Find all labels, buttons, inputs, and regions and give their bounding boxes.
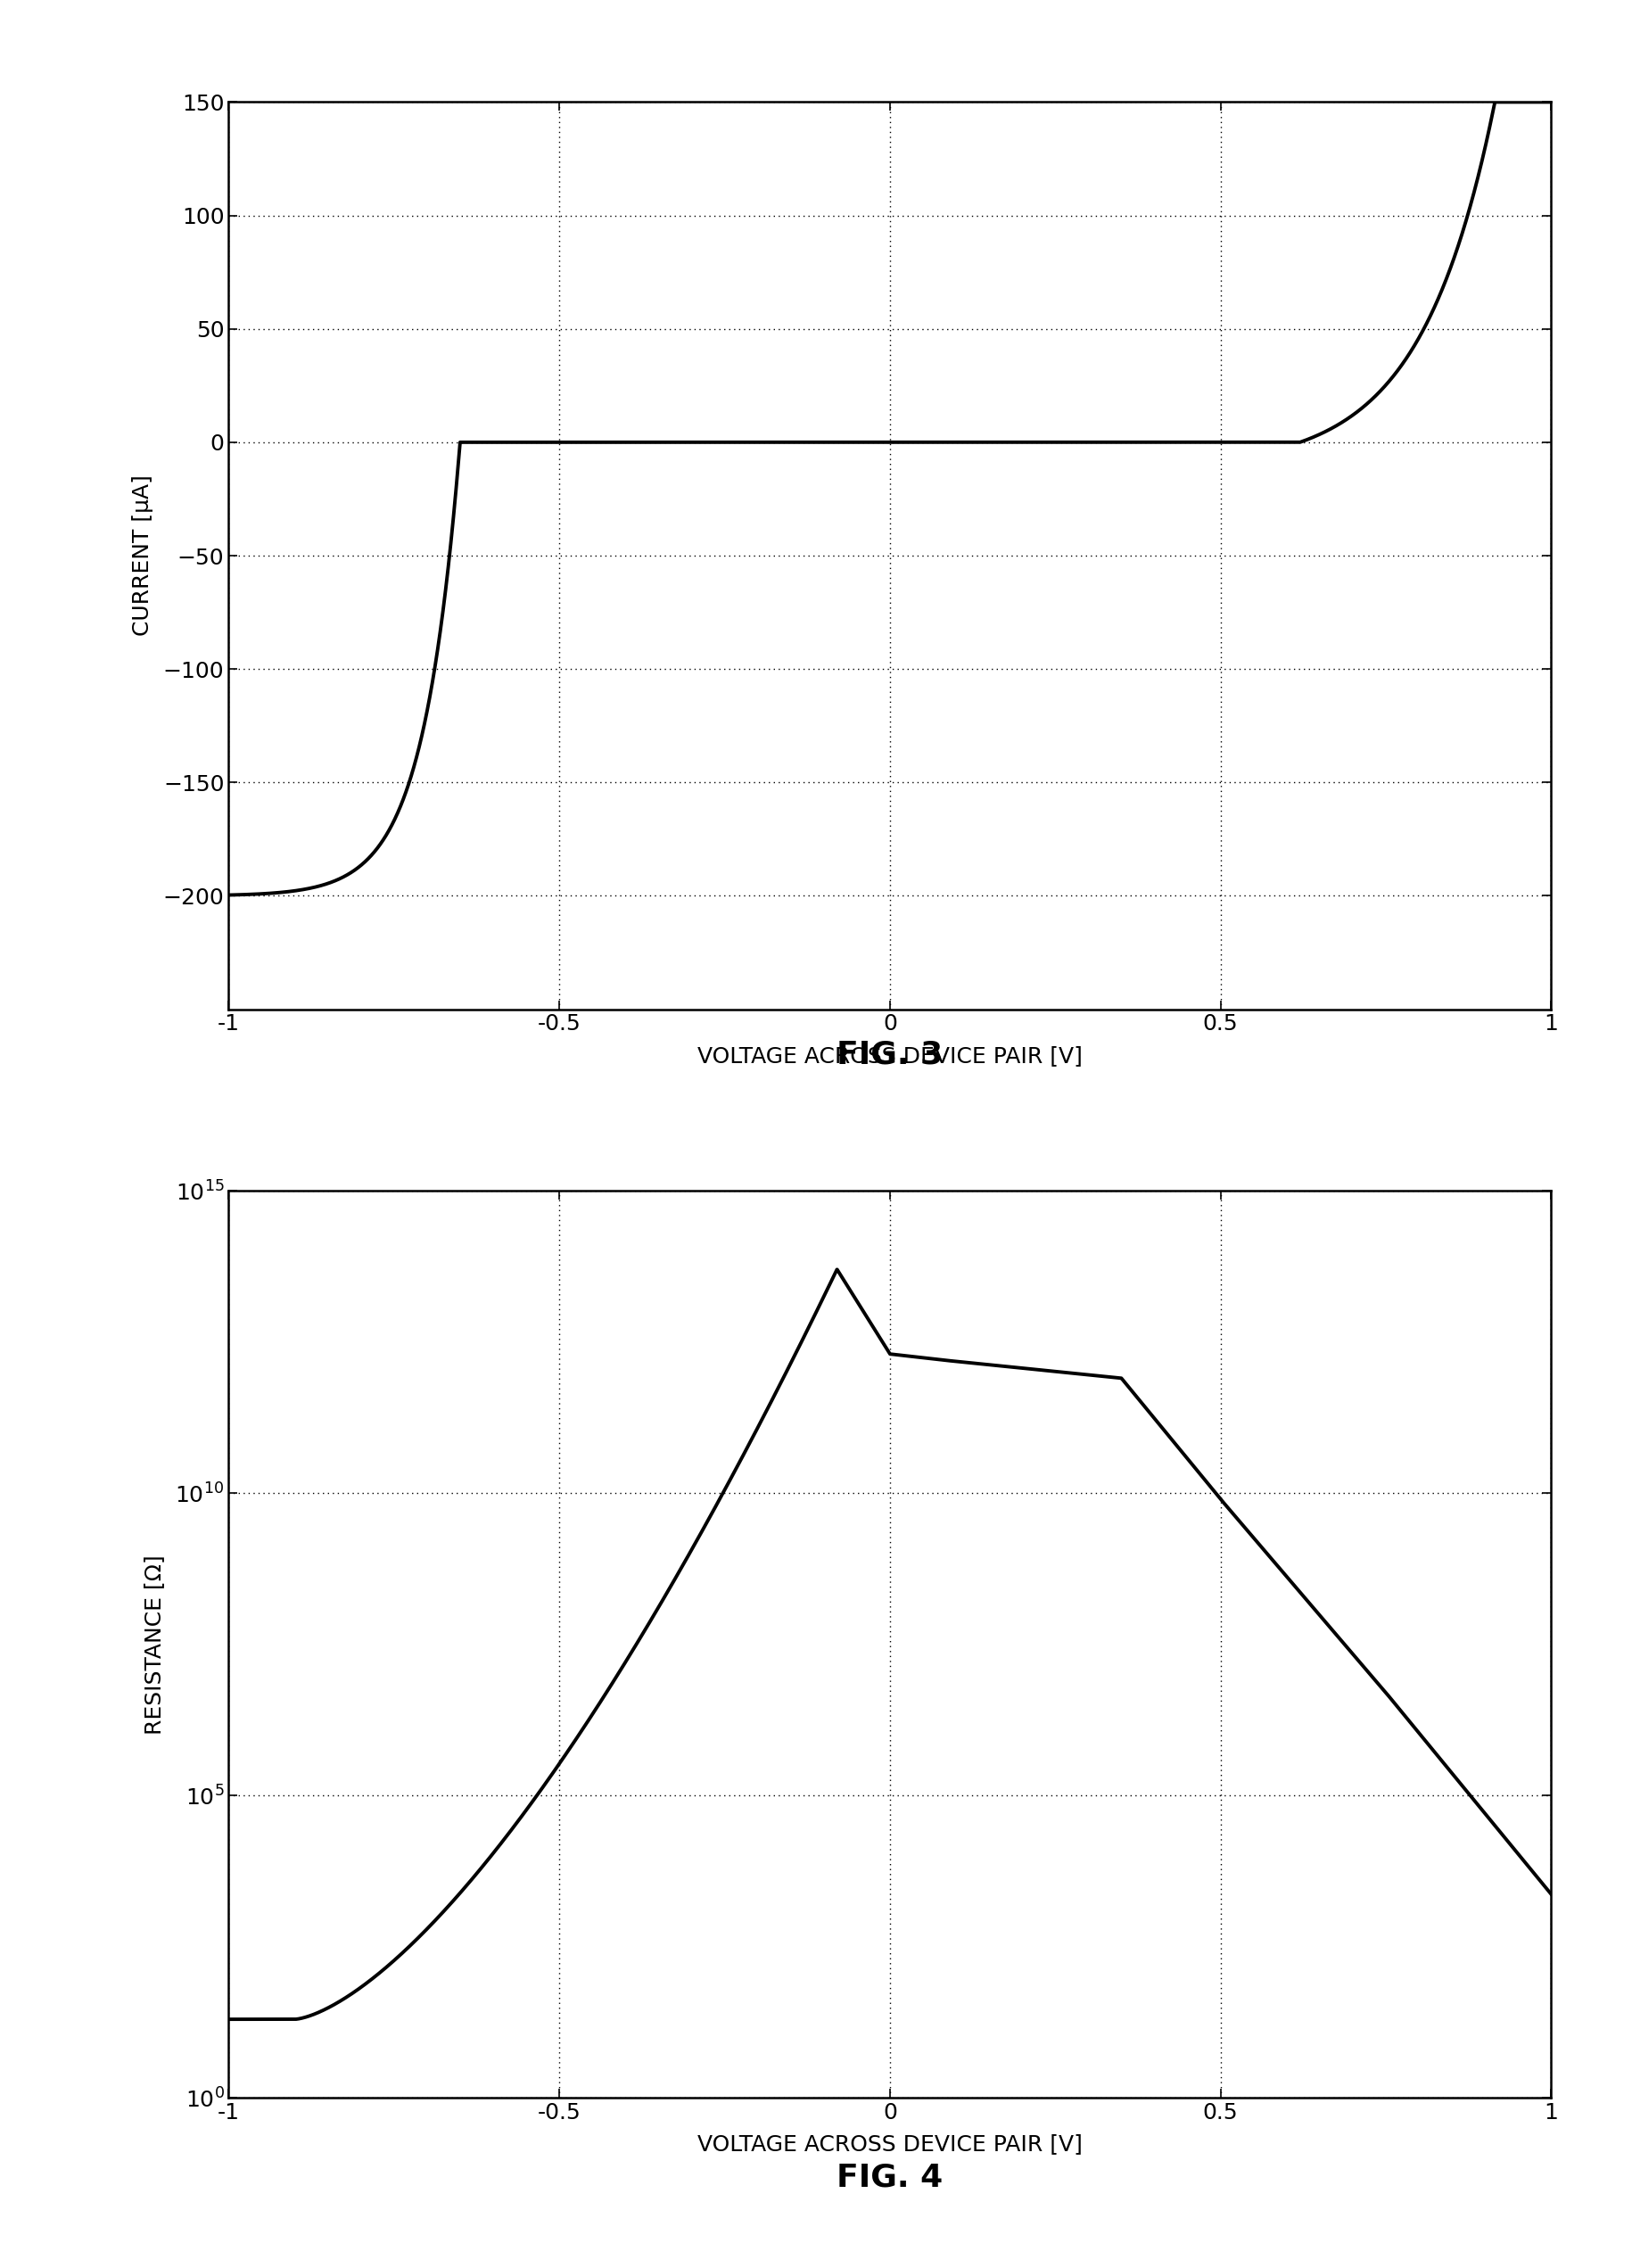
Y-axis label: CURRENT [μA]: CURRENT [μA]	[132, 474, 153, 637]
Text: FIG. 3: FIG. 3	[836, 1039, 943, 1070]
X-axis label: VOLTAGE ACROSS DEVICE PAIR [V]: VOLTAGE ACROSS DEVICE PAIR [V]	[697, 2134, 1082, 2155]
Y-axis label: RESISTANCE [Ω]: RESISTANCE [Ω]	[144, 1554, 165, 1735]
X-axis label: VOLTAGE ACROSS DEVICE PAIR [V]: VOLTAGE ACROSS DEVICE PAIR [V]	[697, 1046, 1082, 1066]
Text: FIG. 4: FIG. 4	[836, 2161, 943, 2193]
